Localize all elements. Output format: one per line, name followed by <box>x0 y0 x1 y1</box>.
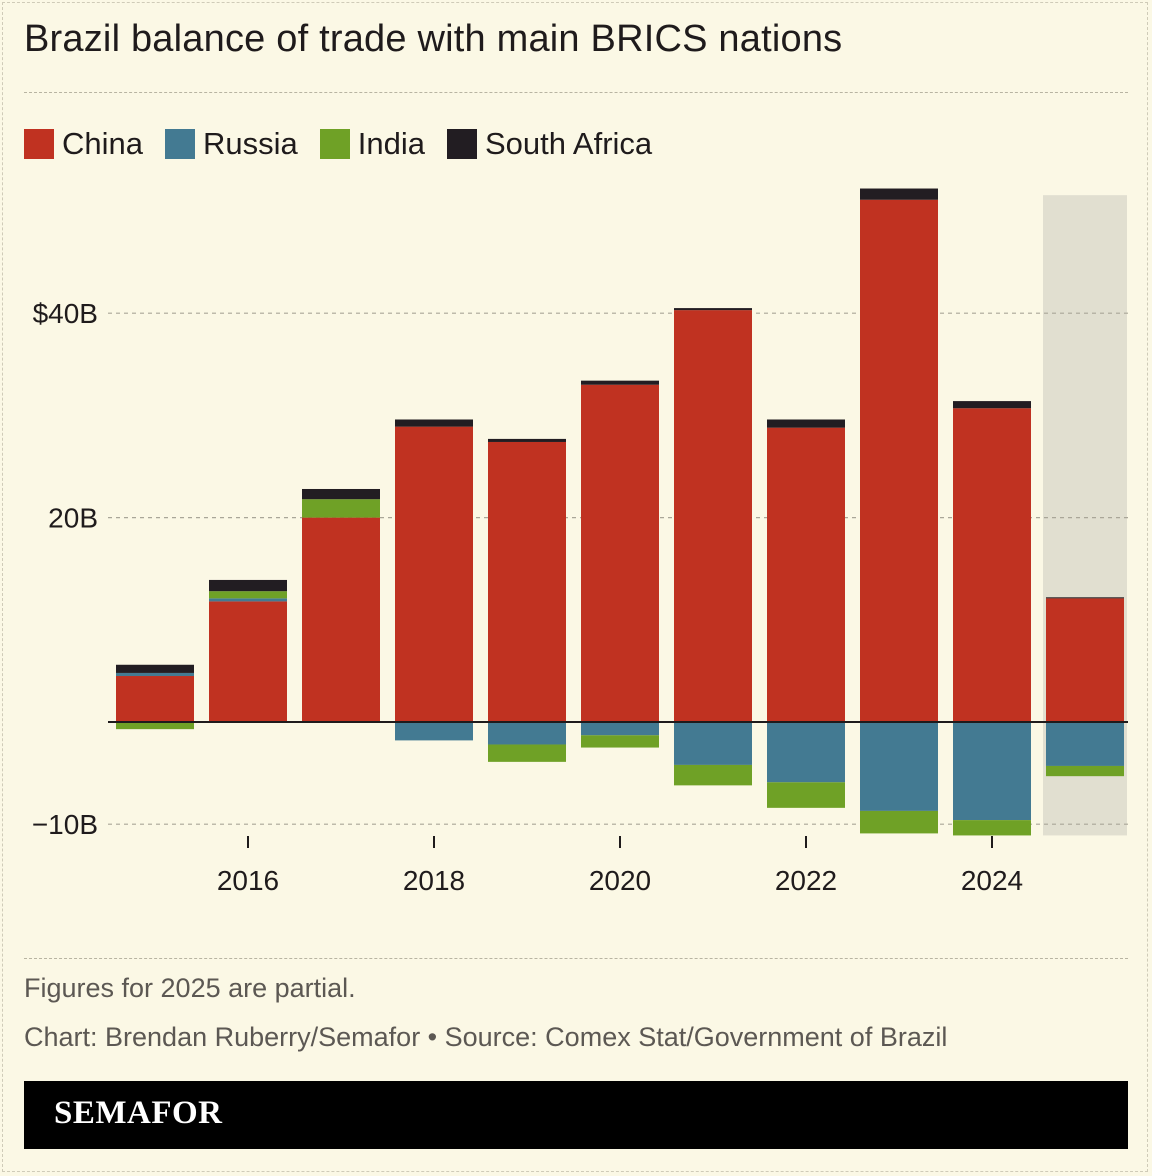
x-tick-label: 2022 <box>775 865 837 896</box>
source-credit: Chart: Brendan Ruberry/Semafor • Source:… <box>24 1022 948 1052</box>
bar-india-2025 <box>1046 765 1124 777</box>
bar-china-2022 <box>767 427 845 722</box>
chart-title: Brazil balance of trade with main BRICS … <box>24 18 843 60</box>
bar-india-2017 <box>302 499 380 518</box>
bar-india-2015 <box>116 722 194 730</box>
bar-russia-2020 <box>581 722 659 736</box>
legend-item-china: China <box>24 126 143 162</box>
legend-swatch-russia <box>165 129 195 159</box>
bar-russia-2016 <box>209 598 287 602</box>
bar-south-africa-2025 <box>1046 597 1124 599</box>
bar-south-africa-2023 <box>860 188 938 200</box>
partial-figures-note: Figures for 2025 are partial. <box>24 973 356 1003</box>
y-tick-label: $40B <box>33 298 98 329</box>
legend-swatch-south-africa <box>447 129 477 159</box>
bar-south-africa-2021 <box>674 308 752 311</box>
bar-russia-2023 <box>860 722 938 811</box>
legend-label-china: China <box>62 126 143 161</box>
legend-swatch-india <box>319 129 350 159</box>
legend: China Russia India South Africa <box>24 126 652 162</box>
bar-russia-2019 <box>488 722 566 745</box>
bar-south-africa-2019 <box>488 438 566 442</box>
semafor-logo: SEMAFOR <box>54 1095 223 1131</box>
stacked-bar-chart: −10B 20B $40B 2016 2018 2020 2022 2024 <box>32 188 1128 896</box>
bar-russia-2015 <box>116 672 194 677</box>
title-divider <box>24 92 1128 93</box>
bar-south-africa-2020 <box>581 380 659 385</box>
legend-item-russia: Russia <box>165 126 298 162</box>
legend-item-south-africa: South Africa <box>447 126 652 162</box>
bar-south-africa-2016 <box>209 579 287 592</box>
footer-bar: SEMAFOR <box>24 1081 1128 1149</box>
bar-south-africa-2022 <box>767 419 845 428</box>
bar-china-2023 <box>860 199 938 722</box>
legend-label-south-africa: South Africa <box>485 126 653 161</box>
bar-russia-2022 <box>767 722 845 783</box>
legend-item-india: India <box>319 126 425 162</box>
x-tick-label: 2018 <box>403 865 465 896</box>
legend-label-india: India <box>357 126 425 161</box>
bar-china-2025 <box>1046 598 1124 722</box>
footer-divider <box>24 958 1128 959</box>
legend-label-russia: Russia <box>203 126 298 161</box>
bar-india-2024 <box>953 820 1031 836</box>
bar-china-2016 <box>209 601 287 722</box>
bar-russia-2018 <box>395 722 473 741</box>
bar-india-2023 <box>860 810 938 834</box>
y-tick-label: −10B <box>32 809 98 840</box>
bar-south-africa-2024 <box>953 401 1031 409</box>
bar-china-2017 <box>302 517 380 722</box>
bar-india-2019 <box>488 744 566 762</box>
bar-india-2020 <box>581 735 659 748</box>
bar-russia-2024 <box>953 722 1031 821</box>
bar-south-africa-2015 <box>116 664 194 673</box>
bar-india-2016 <box>209 591 287 599</box>
bar-india-2022 <box>767 782 845 808</box>
bar-china-2021 <box>674 310 752 722</box>
bar-china-2015 <box>116 676 194 722</box>
bar-china-2019 <box>488 441 566 722</box>
bar-china-2018 <box>395 426 473 722</box>
y-tick-label: 20B <box>48 503 98 534</box>
bar-south-africa-2017 <box>302 488 380 500</box>
bar-china-2024 <box>953 408 1031 722</box>
legend-swatch-china <box>24 129 54 159</box>
bar-russia-2025 <box>1046 722 1124 766</box>
bar-russia-2021 <box>674 722 752 765</box>
bar-china-2020 <box>581 384 659 722</box>
x-tick-label: 2024 <box>961 865 1023 896</box>
bar-south-africa-2018 <box>395 419 473 427</box>
x-tick-label: 2020 <box>589 865 651 896</box>
x-tick-label: 2016 <box>217 865 279 896</box>
bar-india-2021 <box>674 764 752 786</box>
